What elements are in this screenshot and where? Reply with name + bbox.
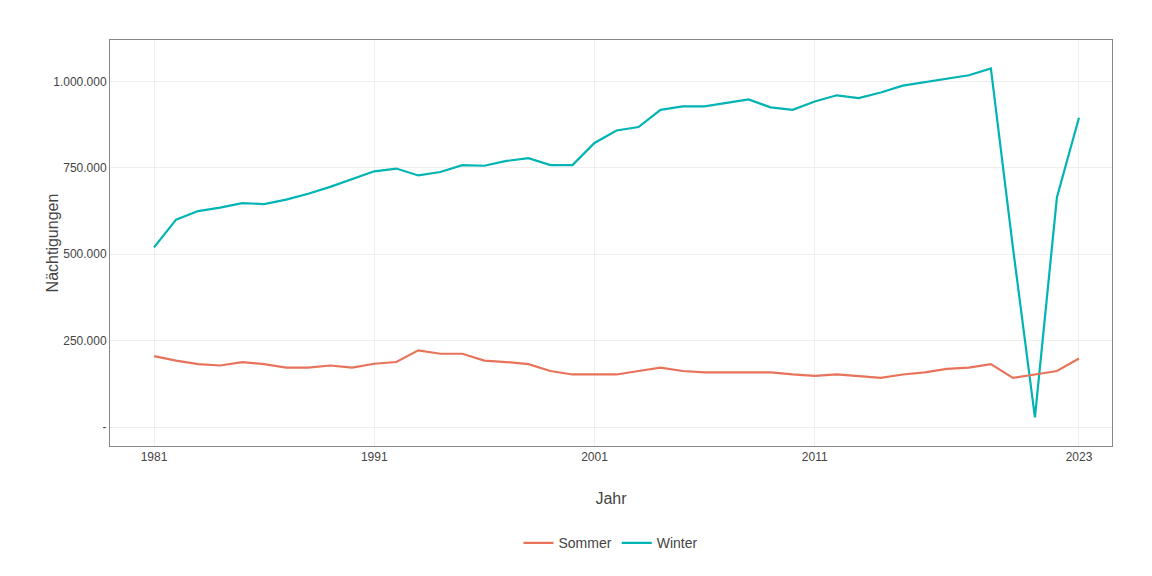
svg-text:1991: 1991: [361, 450, 388, 464]
svg-text:Sommer: Sommer: [559, 535, 612, 551]
svg-text:Nächtigungen: Nächtigungen: [44, 194, 61, 293]
svg-text:2001: 2001: [581, 450, 608, 464]
svg-text:-: -: [103, 420, 107, 434]
svg-text:1981: 1981: [141, 450, 168, 464]
svg-text:2023: 2023: [1066, 450, 1093, 464]
svg-text:750.000: 750.000: [63, 161, 107, 175]
svg-text:1.000.000: 1.000.000: [53, 75, 107, 89]
svg-text:500.000: 500.000: [63, 247, 107, 261]
svg-text:Winter: Winter: [657, 535, 698, 551]
svg-text:250.000: 250.000: [63, 334, 107, 348]
svg-text:2011: 2011: [802, 450, 828, 464]
svg-text:Jahr: Jahr: [595, 490, 627, 507]
